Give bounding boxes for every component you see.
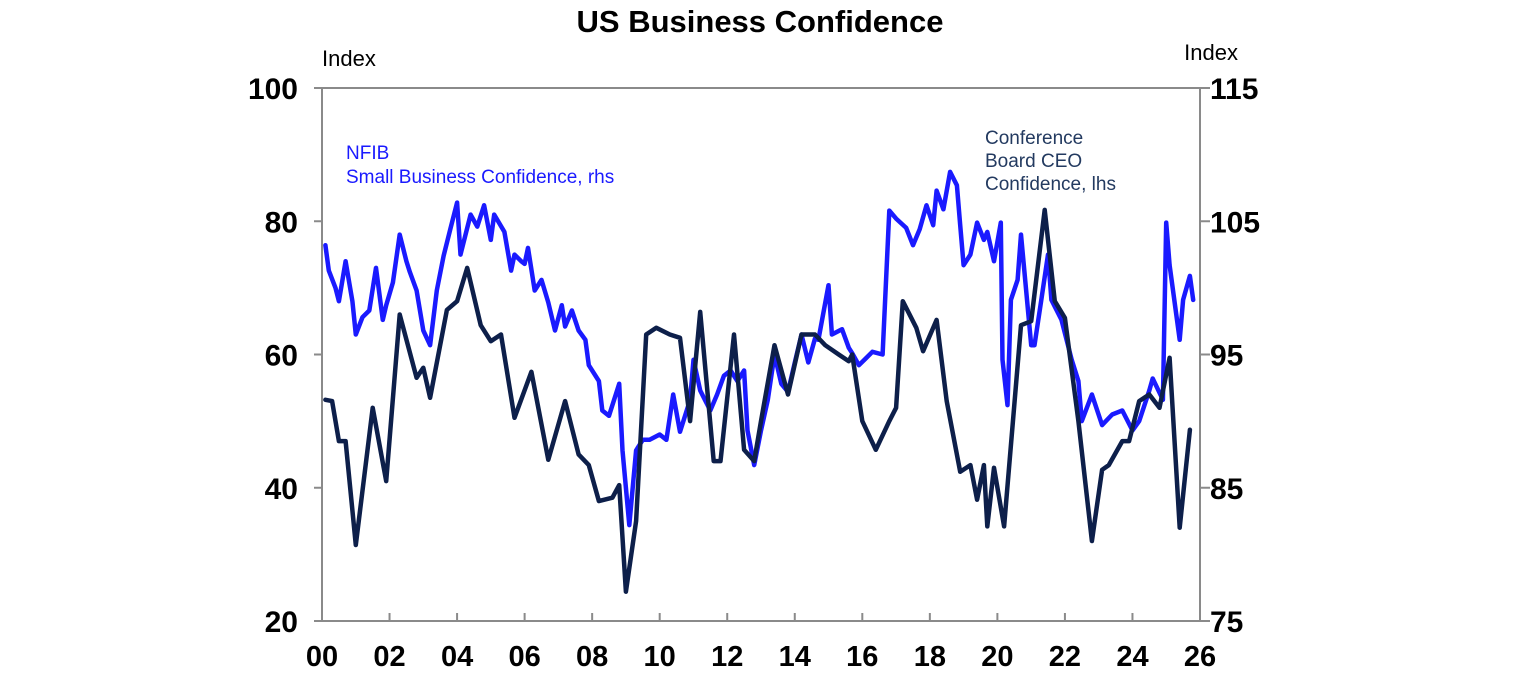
x-axis-tick-label: 02 <box>373 641 405 673</box>
x-axis-tick-label: 12 <box>711 641 743 673</box>
left-axis-tick-label: 80 <box>265 206 298 239</box>
chart-title: US Business Confidence <box>577 4 944 39</box>
left-axis-unit-label: Index <box>322 46 376 71</box>
x-axis-tick-label: 08 <box>576 641 608 673</box>
left-axis-tick-label: 100 <box>248 73 298 106</box>
nfib-series-label: NFIB Small Business Confidence, rhs <box>346 143 614 188</box>
x-axis-tick-label: 16 <box>846 641 878 673</box>
x-axis-tick-label: 10 <box>644 641 676 673</box>
x-axis-tick-label: 20 <box>981 641 1013 673</box>
left-axis-tick-label: 20 <box>265 606 298 639</box>
x-axis-tick-label: 22 <box>1049 641 1081 673</box>
x-axis-tick-label: 24 <box>1116 641 1148 673</box>
right-axis-tick-label: 85 <box>1210 473 1243 506</box>
left-axis-tick-label: 40 <box>265 473 298 506</box>
ceo-confidence-series-line <box>323 207 1193 594</box>
right-axis-tick-label: 105 <box>1210 206 1260 239</box>
x-axis-tick-label: 04 <box>441 641 473 673</box>
x-axis-tick-label: 06 <box>508 641 540 673</box>
x-axis-tick-label: 18 <box>914 641 946 673</box>
nfib-label-line-1: NFIB <box>346 143 389 164</box>
nfib-label-line-2: Small Business Confidence, rhs <box>346 167 614 188</box>
right-axis-tick-label: 115 <box>1210 73 1258 106</box>
ceo-series-label: Conference Board CEO Confidence, lhs <box>985 128 1116 195</box>
left-axis-tick-label: 60 <box>265 340 298 373</box>
x-axis-tick-label: 14 <box>779 641 811 673</box>
ceo-label-line-1: Conference <box>985 128 1083 149</box>
right-axis-unit-label: Index <box>1184 40 1238 65</box>
nfib-series-line <box>323 169 1196 528</box>
ceo-label-line-2: Board CEO <box>985 151 1082 172</box>
ceo-label-line-3: Confidence, lhs <box>985 174 1116 195</box>
x-axis-tick-label: 00 <box>306 641 338 673</box>
right-axis-tick-label: 75 <box>1210 606 1243 639</box>
right-axis-tick-label: 95 <box>1210 340 1243 373</box>
series-lines <box>323 169 1196 594</box>
x-axis-tick-label: 26 <box>1184 641 1216 673</box>
axes: 100 80 60 40 20 115 105 95 85 75 00 02 04 06 08 10 12 14 1… <box>248 73 1260 673</box>
